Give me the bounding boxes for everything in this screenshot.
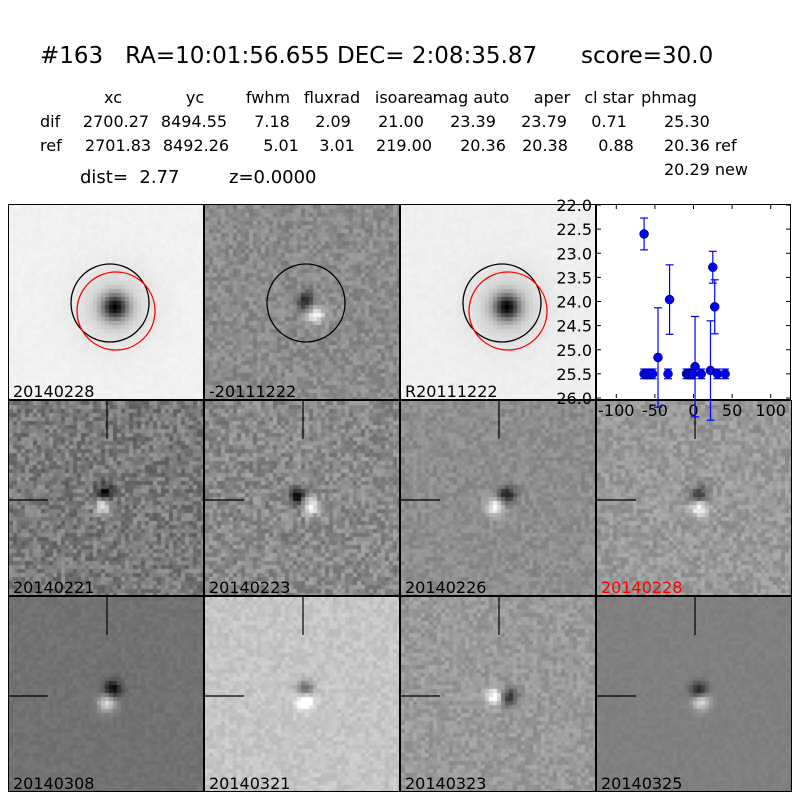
y-tick-label: 26.0 [556,389,592,408]
dist-value: dist= 2.77 [80,167,180,188]
data-point [664,294,675,305]
dif-aperture-circle [266,263,346,343]
panel-date-label: 20140323 [405,774,487,792]
dif-aperture-circle [70,263,150,343]
x-tick-label: -100 [598,401,634,420]
panel-date-label: 20140325 [601,774,683,792]
ref-mag-auto: 20.36 [460,136,506,155]
y-tick-label: 23.5 [556,268,592,287]
y-tick-label: 22.5 [556,220,592,239]
header-xc: xc [104,88,122,107]
header-aper: aper [533,88,571,107]
image-cutout-panel: 20140321 [204,596,400,792]
y-tick-label: 25.0 [556,341,592,360]
dif-mag-auto: 23.39 [450,112,496,131]
panel-date-label: R20111222 [405,382,498,400]
ref-aperture-circle [468,271,548,351]
header-fluxrad: fluxrad [303,88,361,107]
header-isoarea: isoarea [374,88,434,107]
row-dif-label: dif [40,112,61,131]
image-cutout-panel: -20111222 [204,204,400,400]
header-fwhm: fwhm [245,88,291,107]
dif-fwhm: 7.18 [254,112,290,131]
dif-fluxrad: 2.09 [315,112,351,131]
y-tick-label: 25.5 [556,365,592,384]
data-point [639,229,649,239]
x-tick-label: -50 [642,401,668,420]
x-tick-label: 100 [755,401,786,420]
x-tick-label: 50 [722,401,742,420]
panel-date-label: 20140221 [13,578,95,596]
y-tick-label: 24.0 [556,293,592,312]
header-yc: yc [185,88,205,107]
data-point [696,369,706,379]
x-tick-label: 0 [688,401,698,420]
z-value: z=0.0000 [229,167,317,188]
panel-date-label: 20140228 [601,578,683,596]
data-point [720,369,730,379]
cutout-image [597,597,791,791]
ref-isoarea: 219.00 [376,136,432,155]
dif-phmag: 25.30 [664,112,710,131]
panel-date-label: -20111222 [209,382,297,400]
panel-date-label: 20140321 [209,774,291,792]
dif-isoarea: 21.00 [378,112,424,131]
ref-phmag: 20.36 ref [664,136,737,155]
figure-title: #163 RA=10:01:56.655 DEC= 2:08:35.87 sco… [40,43,714,69]
panel-date-label: 20140226 [405,578,487,596]
image-cutout-panel: 20140323 [400,596,596,792]
ref-aper: 20.38 [522,136,568,155]
ref-xc: 2701.83 [84,136,152,155]
image-cutout-panel: 20140325 [596,596,792,792]
cutout-image [205,597,399,791]
image-cutout-panel: 20140308 [8,596,204,792]
image-cutout-panel: 20140228 [8,204,204,400]
ref-fluxrad: 3.01 [319,136,355,155]
image-cutout-panel: R20111222 [400,204,596,400]
lightcurve-chart: -100 -50 0 50 100 22.0 22.5 23.0 23.5 24.0 24.5 25.… [556,196,790,421]
panel-date-label: 20140223 [209,578,291,596]
cutout-image [401,597,595,791]
cutout-image [401,401,595,595]
header-phmag: phmag [641,88,697,107]
ref-aperture-circle [76,271,156,351]
y-tick-label: 24.5 [556,317,592,336]
dif-cl-star: 0.71 [591,112,627,131]
ref-fwhm: 5.01 [263,136,299,155]
panel-date-label: 20140228 [13,382,95,400]
y-tick-label: 23.0 [556,244,592,263]
header-cl-star: cl star [584,88,634,107]
image-cutout-panel: 20140226 [400,400,596,596]
data-point [708,262,718,272]
data-point [663,369,673,379]
dif-xc: 2700.27 [82,112,150,131]
panel-date-label: 20140308 [13,774,95,792]
data-point [709,302,720,312]
header-mag-auto: mag auto [432,88,510,107]
row-ref-label: ref [40,136,62,155]
cutout-image [9,597,203,791]
cutout-image [401,205,595,399]
dif-yc: 8494.55 [160,112,228,131]
data-point [647,369,658,379]
image-cutout-panel: 20140223 [204,400,400,596]
dif-aperture-circle [462,263,542,343]
cutout-image [597,401,791,595]
ref-cl-star: 0.88 [598,136,634,155]
dif-aper: 23.79 [521,112,567,131]
y-tick-label: 22.0 [556,196,592,215]
phmag-new: 20.29 new [664,160,748,179]
cutout-image [205,205,399,399]
image-cutout-panel: 20140221 [8,400,204,596]
cutout-image [205,401,399,595]
data-point [653,352,663,363]
data-point [687,369,698,379]
cutout-image [9,401,203,595]
cutout-image [9,205,203,399]
ref-yc: 8492.26 [162,136,230,155]
image-cutout-panel: 20140228 [596,400,792,596]
